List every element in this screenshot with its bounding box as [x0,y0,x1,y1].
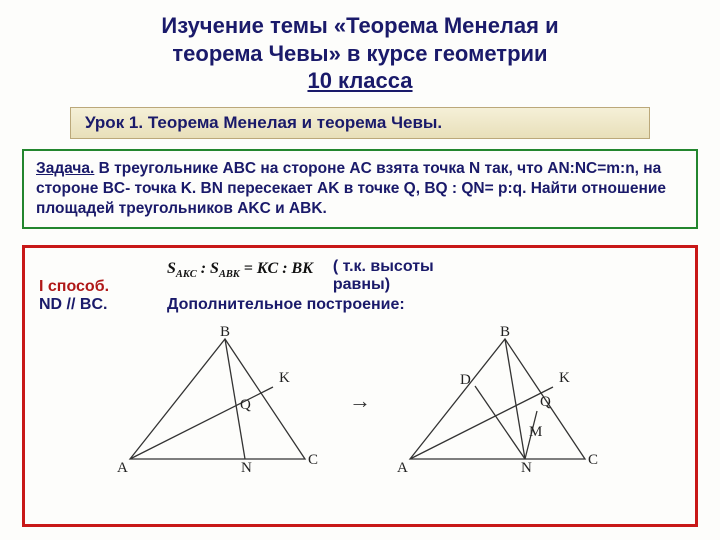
label-A1: A [117,460,128,476]
label-M2: M [529,424,542,440]
formula-s1: S [167,260,176,277]
title-line-2: теорема Чевы» в курсе геометрии [172,41,547,66]
label-A2: A [397,460,408,476]
label-C1: C [308,452,318,468]
diagram-row: A B C K N Q → A B C K N Q D M [39,324,681,479]
triangle-diagram-2: A B C K N Q D M [385,324,615,479]
solution-box: I способ. ND // BC. SAKC : SABK = KC : B… [22,245,698,527]
title-line-1: Изучение темы «Теорема Менелая и [161,13,558,38]
label-N2: N [521,460,532,476]
problem-statement: Задача. В треугольнике ABC на стороне AC… [22,149,698,229]
subtitle-text: Урок 1. Теорема Менелая и теорема Чевы. [85,113,442,132]
label-C2: C [588,452,598,468]
label-Q1: Q [240,397,251,413]
label-B1: B [220,324,230,340]
label-B2: B [500,324,510,340]
main-title: Изучение темы «Теорема Менелая и теорема… [0,0,720,99]
problem-body: В треугольнике ABC на стороне AC взята т… [36,160,666,217]
heights-note: ( т.к. высоты равны) [333,258,483,294]
formula-eq: = KC : BK [240,260,313,277]
extra-construction: Дополнительное построение: [167,296,681,314]
title-line-3: 10 класса [307,68,412,93]
area-ratio-formula: SAKC : SABK = KC : BK [167,258,313,280]
lesson-subtitle: Урок 1. Теорема Менелая и теорема Чевы. [70,107,650,139]
problem-label: Задача. [36,160,94,177]
nd-parallel-bc: ND // BC. [39,296,149,314]
label-Q2: Q [540,394,551,410]
formula-sub1: AKC [176,269,197,280]
label-D2: D [460,372,471,388]
label-K2: K [559,370,570,386]
formula-s2: S [210,260,219,277]
arrow-icon: → [345,388,375,414]
method-label: I способ. [39,278,149,296]
formula-sub2: ABK [219,269,240,280]
formula-colon: : [197,260,210,277]
label-N1: N [241,460,252,476]
label-K1: K [279,370,290,386]
triangle-diagram-1: A B C K N Q [105,324,335,479]
